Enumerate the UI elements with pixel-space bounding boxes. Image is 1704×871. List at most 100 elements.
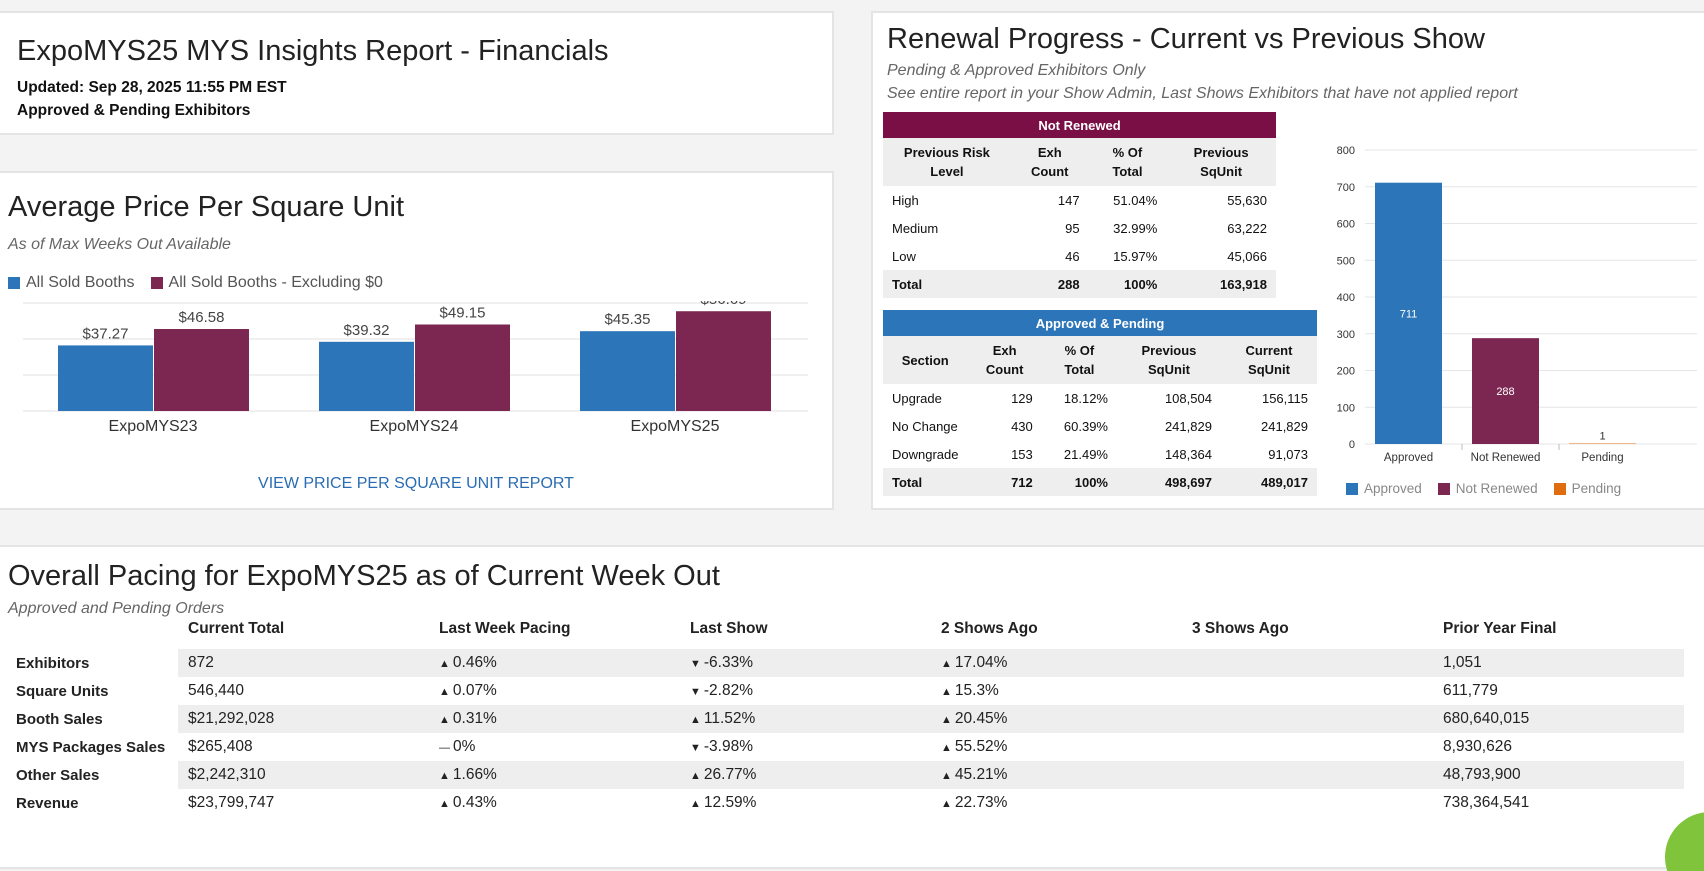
triangle-down-icon: ▼ xyxy=(690,742,701,754)
metric-value: 22.73% xyxy=(954,794,1008,811)
table-cell: 18.12% xyxy=(1063,390,1108,406)
table-cell: ▲ 17.04% xyxy=(931,649,1182,677)
table-cell: 241,829 xyxy=(1261,418,1308,434)
table-cell: ▼ -3.98% xyxy=(680,733,931,761)
table-row: Square Units 546,440 ▲ 0.07% ▼ -2.82% ▲ 15.3% 61… xyxy=(6,677,1684,705)
legend-item[interactable]: Approved xyxy=(1346,481,1422,496)
updated-timestamp: Updated: Sep 28, 2025 11:55 PM EST xyxy=(17,79,287,96)
bar-value-label: 711 xyxy=(1400,308,1418,320)
table-cell: $23,799,747 xyxy=(188,794,275,811)
column-header: Last Week Pacing xyxy=(439,620,571,637)
table-total-row: Total 712 100% 498,697 489,017 xyxy=(883,468,1317,496)
table-cell: 63,222 xyxy=(1227,220,1267,236)
category-label: ExpoMYS25 xyxy=(631,418,720,435)
table-cell: ▲ 0.07% xyxy=(429,677,680,705)
table-cell: ▲ 26.77% xyxy=(680,761,931,789)
metric-value: 0% xyxy=(453,738,476,755)
table-cell: 108,504 xyxy=(1164,390,1212,406)
table-cell: 489,017 xyxy=(1220,468,1317,496)
legend-swatch xyxy=(1553,482,1566,495)
table-cell: Total xyxy=(883,270,1011,298)
metric-value: 20.45% xyxy=(954,710,1008,727)
pacing-table: Current Total Last Week Pacing Last Show… xyxy=(6,609,1684,817)
legend-item[interactable]: All Sold Booths xyxy=(8,274,135,292)
bar xyxy=(319,341,414,411)
table-cell xyxy=(1182,789,1433,817)
column-header: 3 Shows Ago xyxy=(1192,620,1289,637)
table-cell: High xyxy=(892,192,919,208)
bar-value-label: 288 xyxy=(1496,386,1514,398)
renewal-chart: 0 100 200 300 400 500 600 700 800 711 Approved 288 N… xyxy=(1337,145,1697,464)
metric-value: -2.82% xyxy=(703,682,754,699)
row-label: Booth Sales xyxy=(16,710,103,728)
view-price-report-link[interactable]: VIEW PRICE PER SQUARE UNIT REPORT xyxy=(258,475,574,492)
dash-icon: — xyxy=(439,742,450,754)
column-header: % Of Total xyxy=(1041,336,1117,384)
bar xyxy=(58,345,153,411)
report-header-panel: ExpoMYS25 MYS Insights Report - Financia… xyxy=(0,11,834,135)
triangle-up-icon: ▲ xyxy=(439,714,450,726)
y-tick-label: 500 xyxy=(1337,255,1355,267)
triangle-down-icon: ▼ xyxy=(690,658,701,670)
bar-value-label: $37.27 xyxy=(83,325,129,342)
table-cell: ▲ 1.66% xyxy=(429,761,680,789)
report-title: ExpoMYS25 MYS Insights Report - Financia… xyxy=(17,35,609,67)
metric-value: 11.52% xyxy=(703,710,756,727)
column-header: Prior Year Final xyxy=(1443,620,1557,637)
legend-item[interactable]: Pending xyxy=(1553,481,1621,496)
table-cell xyxy=(1182,677,1433,705)
table-cell: 100% xyxy=(1088,270,1167,298)
table-cell: Low xyxy=(892,248,916,264)
bar xyxy=(580,331,675,411)
table-cell: ▲ 20.45% xyxy=(931,705,1182,733)
legend-label: Approved xyxy=(1364,481,1422,496)
metric-value: 12.59% xyxy=(703,794,757,811)
bar xyxy=(676,311,771,411)
renewal-legend: Approved Not Renewed Pending xyxy=(1346,481,1637,496)
metric-value: 17.04% xyxy=(954,654,1008,671)
table-cell: 147 xyxy=(1057,192,1080,208)
category-label: Approved xyxy=(1384,452,1433,464)
table-cell: 430 xyxy=(1011,418,1033,434)
table-cell: 611,779 xyxy=(1443,682,1498,699)
table-row: High 147 51.04% 55,630 xyxy=(883,186,1276,214)
triangle-down-icon: ▼ xyxy=(690,686,701,698)
table-cell: 21.49% xyxy=(1063,446,1108,462)
metric-value: -6.33% xyxy=(703,654,754,671)
column-header: Previous SqUnit xyxy=(1166,138,1276,186)
table-cell: ▲ 22.73% xyxy=(931,789,1182,817)
column-header: Last Show xyxy=(690,620,768,637)
legend-swatch xyxy=(1437,482,1450,495)
column-header: % Of Total xyxy=(1088,138,1167,186)
not-renewed-table: Not Renewed Previous Risk Level Exh Coun… xyxy=(883,112,1276,298)
column-header: Previous Risk Level xyxy=(883,138,1011,186)
table-cell: ▲ 55.52% xyxy=(931,733,1182,761)
table-cell: 546,440 xyxy=(188,682,245,699)
bar-value-label: $39.32 xyxy=(344,322,390,339)
row-label: Square Units xyxy=(16,682,109,700)
triangle-up-icon: ▲ xyxy=(439,770,450,782)
metric-value: 45.21% xyxy=(954,766,1008,783)
renewal-note: See entire report in your Show Admin, La… xyxy=(887,85,1518,102)
table-row: Booth Sales $21,292,028 ▲ 0.31% ▲ 11.52% ▲ 20.4… xyxy=(6,705,1684,733)
triangle-up-icon: ▲ xyxy=(941,798,952,810)
pacing-title: Overall Pacing for ExpoMYS25 as of Curre… xyxy=(8,560,720,592)
legend-swatch xyxy=(150,277,163,289)
legend-item[interactable]: Not Renewed xyxy=(1437,481,1538,496)
avg-price-chart: $37.27 $46.58 ExpoMYS23 $39.32 $49.15 ExpoMYS… xyxy=(23,301,808,435)
table-cell: 241,829 xyxy=(1164,418,1212,434)
triangle-up-icon: ▲ xyxy=(941,686,952,698)
table-cell: 498,697 xyxy=(1116,468,1221,496)
triangle-up-icon: ▲ xyxy=(690,714,701,726)
avg-price-panel: Average Price Per Square Unit As of Max … xyxy=(0,171,834,510)
renewal-title: Renewal Progress - Current vs Previous S… xyxy=(887,23,1485,55)
legend-item[interactable]: All Sold Booths - Excluding $0 xyxy=(150,274,383,292)
table-row: Other Sales $2,242,310 ▲ 1.66% ▲ 26.77% ▲ 45.21… xyxy=(6,761,1684,789)
table-cell: $265,408 xyxy=(188,738,253,755)
bar xyxy=(1375,182,1442,444)
table-cell: 156,115 xyxy=(1261,390,1308,406)
table-cell: ▲ 0.43% xyxy=(429,789,680,817)
triangle-up-icon: ▲ xyxy=(690,770,701,782)
metric-value: 55.52% xyxy=(954,738,1008,755)
triangle-up-icon: ▲ xyxy=(690,798,701,810)
